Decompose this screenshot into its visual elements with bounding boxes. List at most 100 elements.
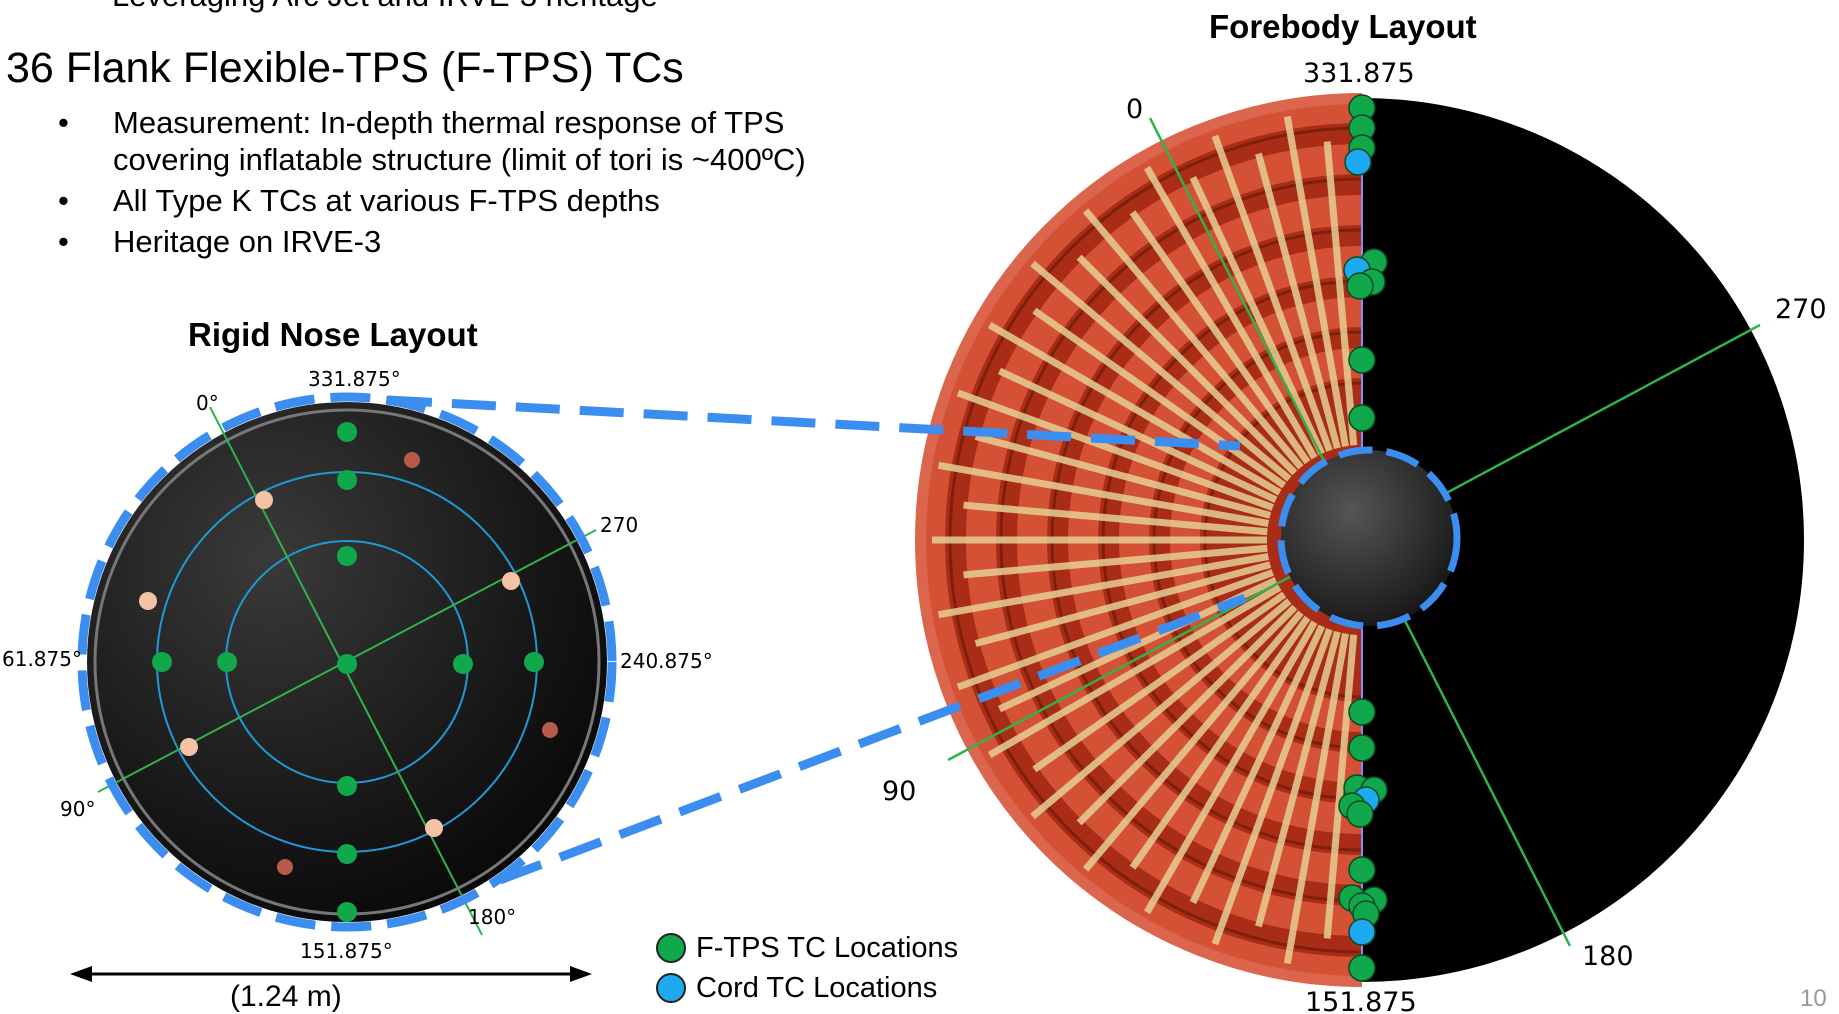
nose-plug-marker — [404, 452, 420, 468]
strap — [974, 433, 1272, 519]
strap — [1323, 141, 1358, 446]
forebody-label-151875: 151.875 — [1305, 987, 1417, 1014]
rigid-nose-dashed-outline — [77, 392, 617, 932]
arrow-left-icon — [70, 966, 92, 982]
ftps-tc-marker — [337, 546, 357, 566]
ftps-tc-marker — [1348, 856, 1376, 884]
connector-bottom-dashed — [498, 593, 1247, 885]
strap — [974, 561, 1272, 647]
forebody-label-331875: 331.875 — [1303, 58, 1415, 89]
nose-label-240875: 240.875° — [620, 649, 713, 673]
strap — [1082, 610, 1304, 872]
bullet-text: Measurement: In-depth thermal response o… — [113, 105, 806, 177]
strap — [963, 544, 1268, 579]
ftps-tc-marker — [1346, 272, 1374, 300]
ftps-tc-marker — [1348, 346, 1376, 374]
bullet-list: • Measurement: In-depth thermal response … — [58, 104, 853, 264]
strap — [1255, 152, 1341, 450]
strap — [1283, 632, 1349, 965]
connector-top-dashed — [387, 395, 1241, 451]
strap — [1211, 628, 1333, 946]
ftps-tc-marker — [152, 652, 172, 672]
arrow-right-icon — [570, 966, 592, 982]
dimension-label: (1.24 m) — [230, 980, 342, 1013]
nose-fastener-marker — [180, 738, 198, 756]
nose-fastener-marker — [255, 491, 273, 509]
ftps-tc-marker — [337, 470, 357, 490]
strap — [1189, 624, 1326, 905]
ftps-tc-marker — [337, 776, 357, 796]
forebody-diagram: 331.875 0 270 90 180 151.875 — [882, 58, 1827, 1014]
page-number: 10 — [1800, 985, 1827, 1012]
nose-fastener-marker — [502, 572, 520, 590]
previous-bullet-tail: Leveraging Arc Jet and IRVE-3 heritage — [112, 0, 658, 14]
ftps-tc-marker — [337, 902, 357, 922]
nose-label-61875: 61.875° — [2, 647, 82, 671]
strap — [1076, 254, 1298, 476]
strap — [1129, 615, 1311, 870]
nose-label-90: 90° — [60, 797, 95, 821]
strap — [937, 553, 1270, 619]
cord-tc-marker — [1344, 148, 1372, 176]
strap — [1032, 307, 1287, 489]
strap — [956, 389, 1274, 511]
strap — [987, 321, 1282, 496]
nose-fastener-marker — [425, 819, 443, 837]
slide-heading: 36 Flank Flexible-TPS (F-TPS) TCs — [6, 44, 684, 92]
strap — [937, 461, 1270, 527]
bullet-icon: • — [58, 105, 69, 140]
nose-label-180: 180° — [468, 905, 516, 929]
bullet-icon: • — [58, 224, 69, 259]
nose-label-151875: 151.875° — [300, 939, 393, 963]
strap — [1030, 598, 1292, 820]
ftps-tc-marker — [1348, 404, 1376, 432]
forebody-label-0: 0 — [1126, 94, 1143, 125]
ftps-tc-marker — [1348, 698, 1376, 726]
strap — [1030, 260, 1292, 482]
rigid-nose-tc-markers — [139, 422, 558, 922]
bullet-item: • Measurement: In-depth thermal response … — [58, 104, 853, 178]
forebody-label-90: 90 — [882, 776, 916, 807]
nose-label-331875: 331.875° — [308, 367, 401, 391]
legend: F-TPS TC Locations Cord TC Locations — [656, 928, 958, 1008]
strap — [987, 584, 1282, 759]
nose-label-270: 270 — [600, 513, 638, 537]
forebody-straps — [932, 115, 1358, 965]
bullet-item: • Heritage on IRVE-3 — [58, 223, 853, 260]
ftps-tc-marker — [337, 844, 357, 864]
forebody-title: Forebody Layout — [1209, 8, 1477, 45]
bullet-item: • All Type K TCs at various F-TPS depths — [58, 182, 853, 219]
ftps-tc-marker — [217, 652, 237, 672]
torus-ring — [915, 93, 1362, 987]
ftps-tc-marker — [453, 654, 473, 674]
nose-label-0: 0° — [196, 391, 219, 415]
rigid-nose-title: Rigid Nose Layout — [188, 316, 478, 353]
strap — [956, 569, 1274, 691]
legend-item-cord: Cord TC Locations — [656, 968, 958, 1008]
strap — [1076, 604, 1298, 826]
strap — [1143, 620, 1318, 915]
forebody-label-180: 180 — [1582, 941, 1634, 972]
strap — [1143, 165, 1318, 460]
legend-item-ftps: F-TPS TC Locations — [656, 928, 958, 968]
bullet-icon: • — [58, 183, 69, 218]
forebody-label-270: 270 — [1775, 294, 1827, 325]
strap — [1129, 210, 1311, 465]
nose-fastener-marker — [139, 592, 157, 610]
cord-tc-marker — [1348, 918, 1376, 946]
ftps-tc-marker — [1348, 734, 1376, 762]
ftps-tc-marker — [1346, 800, 1374, 828]
bullet-text: Heritage on IRVE-3 — [113, 224, 382, 259]
strap — [1211, 134, 1333, 452]
legend-swatch-green — [656, 933, 686, 963]
legend-label: Cord TC Locations — [696, 971, 938, 1004]
ftps-tc-marker — [337, 422, 357, 442]
strap — [963, 501, 1268, 536]
strap — [1189, 175, 1326, 456]
forebody-tc-markers — [1338, 94, 1388, 982]
forebody-nose — [1281, 450, 1457, 626]
dimension-arrow — [70, 966, 592, 982]
strap — [1032, 591, 1287, 773]
ftps-tc-marker — [1348, 954, 1376, 982]
